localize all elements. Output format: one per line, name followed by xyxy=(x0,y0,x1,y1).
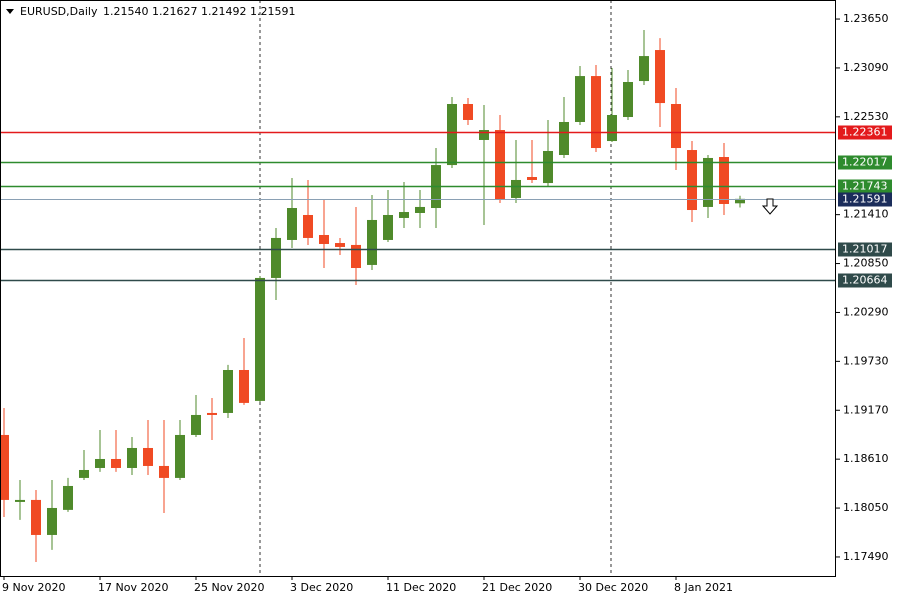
candle-body xyxy=(127,447,137,468)
candle-body xyxy=(287,208,297,240)
quote-high: 1.21627 xyxy=(152,5,198,18)
candle-body xyxy=(63,485,73,510)
candle-body xyxy=(607,115,617,142)
candle-body xyxy=(495,130,505,200)
candle-body xyxy=(239,369,249,403)
candle-body xyxy=(335,243,345,247)
plot xyxy=(0,30,836,562)
level-label-box xyxy=(838,179,892,194)
candle-body xyxy=(463,104,473,120)
candle-body xyxy=(47,507,57,535)
candle-body xyxy=(415,206,425,213)
candle-body xyxy=(95,458,105,468)
candle-body xyxy=(719,157,729,204)
candle-body xyxy=(175,434,185,478)
candle-body xyxy=(399,212,409,218)
candle-body xyxy=(511,179,521,198)
quote-close: 1.21591 xyxy=(250,5,296,18)
x-tick-label: 3 Dec 2020 xyxy=(290,581,353,594)
level-label: 1.21591 xyxy=(842,193,888,206)
level-label-box xyxy=(838,192,892,207)
candle-body xyxy=(559,121,569,156)
candle-body xyxy=(479,130,489,140)
symbol: EURUSD,Daily xyxy=(20,5,98,18)
level-label-box xyxy=(838,242,892,257)
y-tick-label: 1.18050 xyxy=(843,501,889,514)
candle-body xyxy=(639,56,649,82)
quote-open: 1.21540 xyxy=(103,5,149,18)
candle-body xyxy=(575,76,585,122)
candle-body xyxy=(191,414,201,435)
candle-body xyxy=(543,150,553,184)
x-tick-label: 30 Dec 2020 xyxy=(578,581,648,594)
candle-body xyxy=(671,104,681,149)
candle-body xyxy=(655,50,665,104)
candle-body xyxy=(447,104,457,166)
y-tick-label: 1.23090 xyxy=(843,61,889,74)
candle-body xyxy=(31,499,41,535)
candle-body xyxy=(735,198,745,204)
candle-body xyxy=(143,447,153,466)
candle-body xyxy=(383,214,393,240)
x-tick-label: 11 Dec 2020 xyxy=(386,581,456,594)
candle-body xyxy=(255,277,265,401)
x-tick-label: 8 Jan 2021 xyxy=(674,581,733,594)
candle-body xyxy=(303,214,313,238)
y-tick-label: 1.23650 xyxy=(843,12,889,25)
candle-body xyxy=(159,465,169,478)
candle-body xyxy=(15,499,25,502)
y-tick-label: 1.22530 xyxy=(843,110,889,123)
candle-body xyxy=(0,434,9,500)
candle-body xyxy=(703,157,713,207)
level-label: 1.21743 xyxy=(842,180,888,193)
x-tick-label: 25 Nov 2020 xyxy=(194,581,264,594)
level-label-box xyxy=(838,273,892,288)
x-tick-label: 21 Dec 2020 xyxy=(482,581,552,594)
level-label: 1.22017 xyxy=(842,156,888,169)
candle-body xyxy=(527,177,537,180)
y-tick-label: 1.20850 xyxy=(843,257,889,270)
candle-body xyxy=(319,234,329,244)
sell-arrow xyxy=(761,198,779,215)
candle-body xyxy=(79,469,89,478)
level-label: 1.20664 xyxy=(842,274,888,287)
candle-body xyxy=(591,76,601,149)
candle-body xyxy=(687,150,697,211)
x-tick-label: 17 Nov 2020 xyxy=(98,581,168,594)
quote-low: 1.21492 xyxy=(201,5,247,18)
y-tick-label: 1.19170 xyxy=(843,403,889,416)
y-tick-label: 1.20290 xyxy=(843,305,889,318)
candle-body xyxy=(111,458,121,468)
plot-frame xyxy=(0,0,836,577)
y-tick-label: 1.17490 xyxy=(843,550,889,563)
y-tick-label: 1.19730 xyxy=(843,354,889,367)
level-label: 1.21017 xyxy=(842,243,888,256)
candle-body xyxy=(623,81,633,118)
candle-body xyxy=(367,219,377,265)
level-label-box xyxy=(838,155,892,170)
level-label-box xyxy=(838,125,892,140)
y-tick-label: 1.18610 xyxy=(843,452,889,465)
menu-icon xyxy=(6,9,14,14)
y-tick-label: 1.21410 xyxy=(843,208,889,221)
candle-body xyxy=(271,237,281,278)
candle-body xyxy=(351,244,361,269)
candle-body xyxy=(223,369,233,413)
level-label: 1.22361 xyxy=(842,126,888,139)
x-tick-label: 9 Nov 2020 xyxy=(2,581,65,594)
candle-body xyxy=(207,412,217,415)
